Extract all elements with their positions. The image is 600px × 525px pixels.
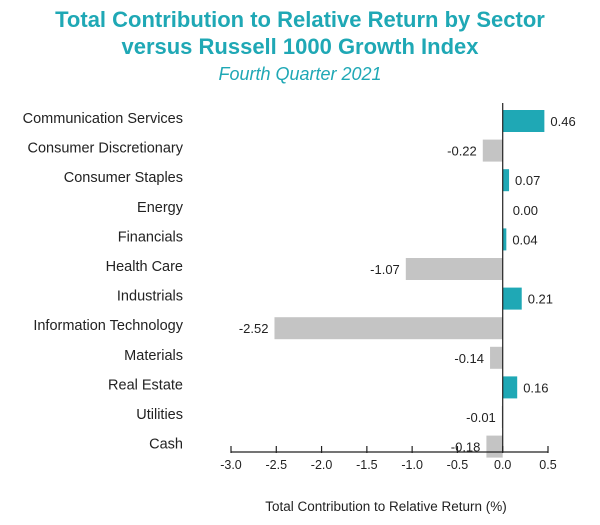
bar-consumer-staples (502, 169, 510, 192)
category-label-industrials: Industrials (117, 289, 183, 305)
x-tick-label-0: -3.0 (220, 458, 242, 472)
value-label-energy: 0.00 (513, 203, 538, 218)
category-label-materials: Materials (124, 348, 183, 364)
x-tick-label-2: -2.0 (311, 458, 333, 472)
bar-communication-services (502, 110, 545, 132)
value-label-materials: -0.14 (454, 351, 484, 366)
x-tick-label-3: -1.5 (356, 458, 378, 472)
category-label-real-estate: Real Estate (108, 377, 183, 393)
x-tick-label-5: -0.5 (447, 458, 469, 472)
value-label-communication-services: 0.46 (550, 114, 575, 129)
category-label-communication-services: Communication Services (23, 111, 183, 127)
bar-real-estate (502, 376, 518, 399)
category-label-energy: Energy (137, 200, 184, 216)
bar-materials (490, 346, 503, 369)
chart-title-line-2: versus Russell 1000 Growth Index (121, 34, 479, 59)
category-label-consumer-staples: Consumer Staples (64, 170, 183, 186)
x-axis-title: Total Contribution to Relative Return (%… (265, 499, 507, 514)
value-label-financials: 0.04 (512, 232, 537, 247)
value-label-utilities: -0.01 (466, 410, 496, 425)
value-label-industrials: 0.21 (528, 292, 553, 307)
category-label-information-technology: Information Technology (33, 318, 183, 334)
category-label-financials: Financials (118, 229, 183, 245)
x-tick-label-7: 0.5 (539, 458, 556, 472)
x-axis: -3.0 -2.5 -2.0 -1.5 -1.0 -0.5 0.0 0.5 (220, 446, 557, 472)
bar-information-technology (274, 317, 503, 340)
category-label-utilities: Utilities (136, 407, 183, 423)
category-label-health-care: Health Care (106, 259, 183, 275)
value-label-cash: -0.18 (451, 440, 481, 455)
chart-title-line-1: Total Contribution to Relative Return by… (55, 7, 545, 32)
chart-subtitle: Fourth Quarter 2021 (218, 64, 382, 84)
bar-industrials (502, 287, 522, 310)
value-label-real-estate: 0.16 (523, 380, 548, 395)
bar-consumer-discretionary (482, 139, 503, 162)
value-label-information-technology: -2.52 (239, 321, 269, 336)
bars-layer: Communication Services 0.46 Consumer Discr… (23, 103, 576, 458)
bar-health-care (405, 258, 503, 280)
category-label-consumer-discretionary: Consumer Discretionary (27, 141, 183, 157)
chart-title: Total Contribution to Relative Return by… (0, 6, 600, 60)
value-label-consumer-staples: 0.07 (515, 173, 540, 188)
x-tick-label-6: 0.0 (494, 458, 511, 472)
value-label-health-care: -1.07 (370, 262, 400, 277)
value-label-consumer-discretionary: -0.22 (447, 144, 477, 159)
bar-financials (502, 228, 507, 251)
x-tick-label-1: -2.5 (266, 458, 288, 472)
bar-cash (486, 435, 503, 458)
category-label-cash: Cash (149, 437, 183, 453)
x-tick-label-4: -1.0 (401, 458, 423, 472)
